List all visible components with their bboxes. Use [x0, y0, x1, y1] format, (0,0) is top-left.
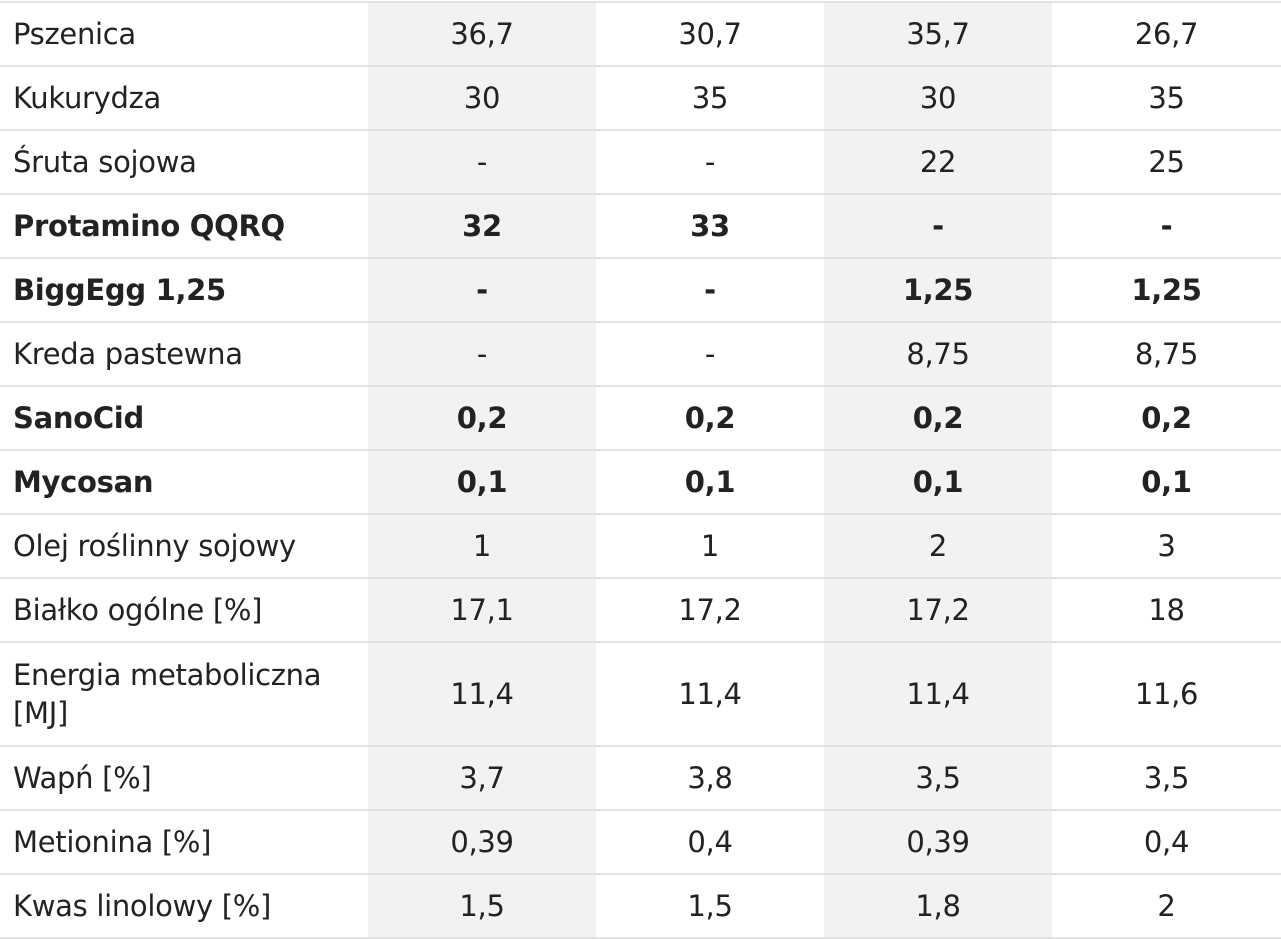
- table-row: Wapń [%] 3,7 3,8 3,5 3,5: [0, 745, 1281, 810]
- row-label: Kukurydza: [0, 65, 368, 130]
- row-label: Kreda pastewna: [0, 321, 368, 386]
- cell-value: 11,4: [824, 641, 1052, 746]
- cell-value: 0,1: [824, 449, 1052, 514]
- row-label: Metionina [%]: [0, 809, 368, 874]
- cell-value: 1,8: [824, 873, 1052, 939]
- cell-value: 0,4: [596, 809, 824, 874]
- cell-value: -: [1052, 193, 1281, 258]
- cell-value: 2: [824, 513, 1052, 578]
- cell-value: 3,7: [368, 745, 596, 810]
- cell-value: -: [596, 257, 824, 322]
- cell-value: 1,5: [596, 873, 824, 939]
- cell-value: -: [824, 193, 1052, 258]
- cell-value: -: [596, 321, 824, 386]
- row-label: Pszenica: [0, 1, 368, 66]
- table-row: Mycosan 0,1 0,1 0,1 0,1: [0, 449, 1281, 514]
- cell-value: 0,1: [596, 449, 824, 514]
- cell-value: 0,1: [368, 449, 596, 514]
- cell-value: 17,1: [368, 577, 596, 642]
- cell-value: 35: [1052, 65, 1281, 130]
- cell-value: 1: [596, 513, 824, 578]
- cell-value: 30: [368, 65, 596, 130]
- cell-value: 8,75: [1052, 321, 1281, 386]
- row-label: Olej roślinny sojowy: [0, 513, 368, 578]
- cell-value: 0,39: [824, 809, 1052, 874]
- cell-value: -: [368, 321, 596, 386]
- cell-value: 25: [1052, 129, 1281, 194]
- cell-value: 32: [368, 193, 596, 258]
- cell-value: 1: [368, 513, 596, 578]
- cell-value: 1,25: [1052, 257, 1281, 322]
- cell-value: 8,75: [824, 321, 1052, 386]
- row-label: Śruta sojowa: [0, 129, 368, 194]
- row-label: Energia metaboliczna [MJ]: [0, 641, 368, 746]
- cell-value: 18: [1052, 577, 1281, 642]
- cell-value: 0,4: [1052, 809, 1281, 874]
- cell-value: 0,2: [824, 385, 1052, 450]
- table-row: Kwas linolowy [%] 1,5 1,5 1,8 2: [0, 873, 1281, 939]
- cell-value: 35,7: [824, 1, 1052, 66]
- table-row: Olej roślinny sojowy 1 1 2 3: [0, 513, 1281, 578]
- table-row: Protamino QQRQ 32 33- -: [0, 193, 1281, 258]
- cell-value: 3,5: [1052, 745, 1281, 810]
- row-label: BiggEgg 1,25: [0, 257, 368, 322]
- cell-value: 0,2: [596, 385, 824, 450]
- cell-value: 0,2: [1052, 385, 1281, 450]
- cell-value: 1,25: [824, 257, 1052, 322]
- cell-value: 1,5: [368, 873, 596, 939]
- row-label: Białko ogólne [%]: [0, 577, 368, 642]
- table-row: Śruta sojowa - -22 25: [0, 129, 1281, 194]
- table-row: Pszenica 36,7 30,7 35,7 26,7: [0, 1, 1281, 66]
- cell-value: 26,7: [1052, 1, 1281, 66]
- cell-value: 0,2: [368, 385, 596, 450]
- cell-value: 22: [824, 129, 1052, 194]
- row-label: Kwas linolowy [%]: [0, 873, 368, 939]
- cell-value: 11,6: [1052, 641, 1281, 746]
- table-row: BiggEgg 1,25- -1,25 1,25: [0, 257, 1281, 322]
- cell-value: 11,4: [596, 641, 824, 746]
- row-label: SanoCid: [0, 385, 368, 450]
- cell-value: 17,2: [596, 577, 824, 642]
- row-label: Protamino QQRQ: [0, 193, 368, 258]
- cell-value: 3,8: [596, 745, 824, 810]
- cell-value: 35: [596, 65, 824, 130]
- table-row: Metionina [%] 0,39 0,4 0,39 0,4: [0, 809, 1281, 874]
- table-row: Kukurydza 30 35 30 35: [0, 65, 1281, 130]
- cell-value: 3: [1052, 513, 1281, 578]
- table-row: Energia metaboliczna [MJ] 11,4 11,4 11,4 11,…: [0, 641, 1281, 746]
- cell-value: 30,7: [596, 1, 824, 66]
- table-row: Białko ogólne [%] 17,1 17,2 17,2 18: [0, 577, 1281, 642]
- cell-value: 0,39: [368, 809, 596, 874]
- cell-value: 33: [596, 193, 824, 258]
- cell-value: 2: [1052, 873, 1281, 939]
- cell-value: -: [368, 129, 596, 194]
- cell-value: 30: [824, 65, 1052, 130]
- cell-value: -: [596, 129, 824, 194]
- cell-value: 11,4: [368, 641, 596, 746]
- cell-value: 0,1: [1052, 449, 1281, 514]
- table-row: Kreda pastewna - -8,75 8,75: [0, 321, 1281, 386]
- row-label: Wapń [%]: [0, 745, 368, 810]
- cell-value: 17,2: [824, 577, 1052, 642]
- cell-value: 36,7: [368, 1, 596, 66]
- table-row: SanoCid 0,2 0,2 0,2 0,2: [0, 385, 1281, 450]
- cell-value: 3,5: [824, 745, 1052, 810]
- row-label: Mycosan: [0, 449, 368, 514]
- cell-value: -: [368, 257, 596, 322]
